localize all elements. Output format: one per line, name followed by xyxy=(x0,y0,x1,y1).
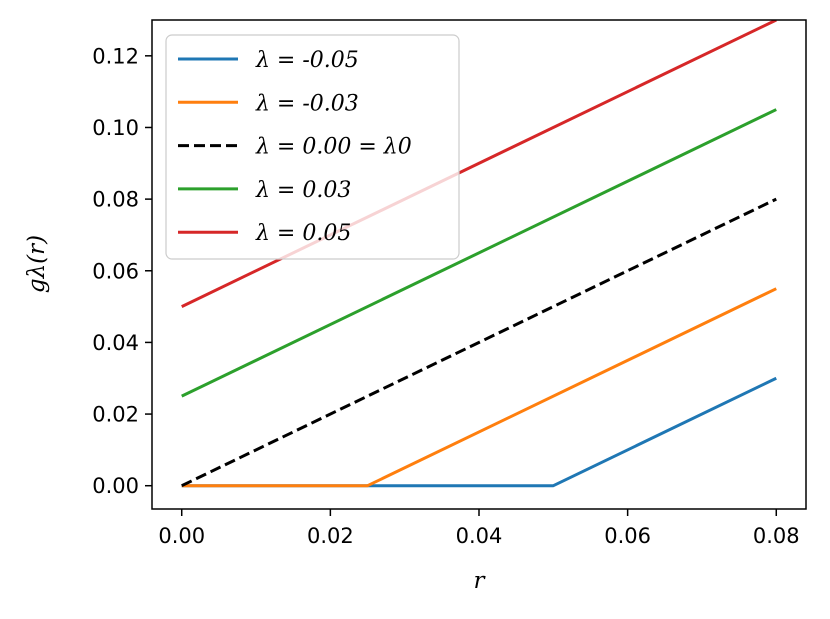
x-tick-label-2: 0.04 xyxy=(456,524,503,548)
y-tick-label-6: 0.12 xyxy=(92,44,139,68)
y-tick-label-2: 0.04 xyxy=(92,331,139,355)
y-tick-label-0: 0.00 xyxy=(92,474,139,498)
legend-label-4: λ = 0.05 xyxy=(255,221,351,246)
legend-label-3: λ = 0.03 xyxy=(255,178,351,203)
x-tick-label-0: 0.00 xyxy=(158,524,205,548)
y-tick-label-4: 0.08 xyxy=(92,188,139,212)
series-line-1 xyxy=(181,287,777,488)
legend: λ = -0.05 λ = -0.03 λ = 0.00 = λ0 λ = 0.03 λ… xyxy=(165,34,460,260)
series-line-3 xyxy=(181,108,777,398)
x-tick-label-3: 0.06 xyxy=(604,524,651,548)
y-tick-label-5: 0.10 xyxy=(92,116,139,140)
legend-label-1: λ = -0.03 xyxy=(255,91,359,116)
legend-label-2: λ = 0.00 = λ0 xyxy=(255,135,412,160)
series-line-2 xyxy=(181,197,777,488)
x-axis-label: r xyxy=(474,568,487,594)
x-tick-label-1: 0.02 xyxy=(307,524,354,548)
y-tick-label-1: 0.02 xyxy=(92,403,139,427)
legend-frame xyxy=(165,34,460,260)
x-tick-label-4: 0.08 xyxy=(753,524,800,548)
y-tick-label-3: 0.06 xyxy=(92,259,139,283)
legend-label-0: λ = -0.05 xyxy=(255,48,359,73)
y-axis-label: gλ(r) xyxy=(24,235,50,293)
